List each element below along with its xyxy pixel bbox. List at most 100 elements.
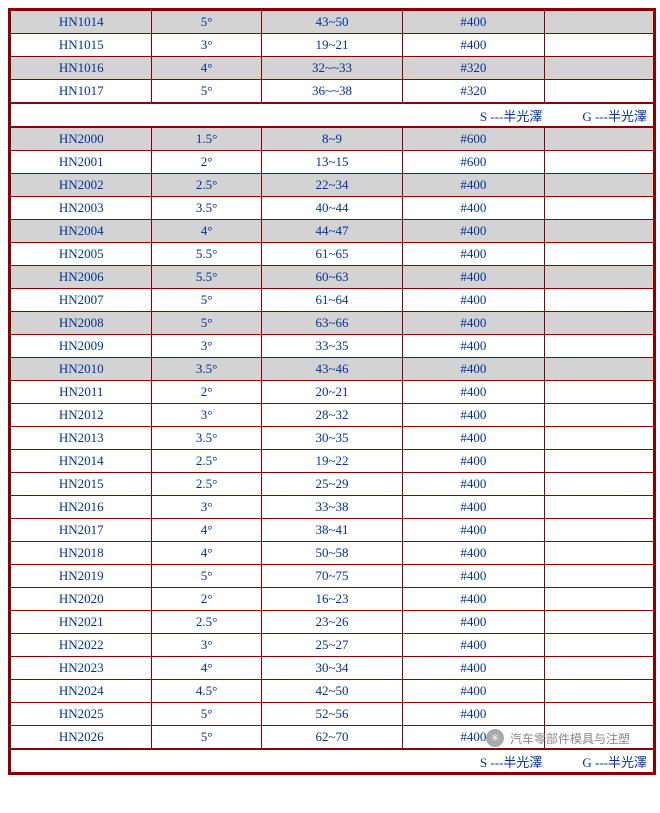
wechat-icon: ✳ bbox=[486, 729, 504, 747]
cell-col0: HN2007 bbox=[11, 289, 152, 312]
legend-g: G ---半光澤 bbox=[582, 752, 647, 771]
cell-col1: 2.5° bbox=[152, 450, 261, 473]
cell-col3: #320 bbox=[403, 80, 544, 104]
legend-row: S ---半光澤G ---半光澤 bbox=[11, 103, 654, 127]
cell-col0: HN2012 bbox=[11, 404, 152, 427]
cell-col0: HN1015 bbox=[11, 34, 152, 57]
cell-col4 bbox=[544, 588, 653, 611]
cell-col0: HN2024 bbox=[11, 680, 152, 703]
cell-col4 bbox=[544, 542, 653, 565]
cell-col2: 23~26 bbox=[261, 611, 402, 634]
cell-col4 bbox=[544, 358, 653, 381]
cell-col3: #400 bbox=[403, 473, 544, 496]
cell-col1: 2.5° bbox=[152, 174, 261, 197]
cell-col2: 8~9 bbox=[261, 127, 402, 151]
cell-col2: 16~23 bbox=[261, 588, 402, 611]
cell-col4 bbox=[544, 289, 653, 312]
cell-col1: 3.5° bbox=[152, 358, 261, 381]
cell-col3: #400 bbox=[403, 588, 544, 611]
cell-col0: HN2005 bbox=[11, 243, 152, 266]
cell-col4 bbox=[544, 657, 653, 680]
cell-col2: 19~21 bbox=[261, 34, 402, 57]
cell-col0: HN2025 bbox=[11, 703, 152, 726]
cell-col3: #400 bbox=[403, 34, 544, 57]
cell-col3: #400 bbox=[403, 197, 544, 220]
cell-col2: 25~27 bbox=[261, 634, 402, 657]
cell-col1: 3.5° bbox=[152, 197, 261, 220]
cell-col4 bbox=[544, 680, 653, 703]
cell-col0: HN2011 bbox=[11, 381, 152, 404]
cell-col1: 4° bbox=[152, 542, 261, 565]
cell-col2: 33~35 bbox=[261, 335, 402, 358]
cell-col4 bbox=[544, 703, 653, 726]
cell-col3: #400 bbox=[403, 335, 544, 358]
cell-col0: HN1017 bbox=[11, 80, 152, 104]
cell-col1: 2° bbox=[152, 381, 261, 404]
cell-col4 bbox=[544, 565, 653, 588]
cell-col4 bbox=[544, 11, 653, 34]
cell-col3: #400 bbox=[403, 634, 544, 657]
cell-col4 bbox=[544, 220, 653, 243]
cell-col4 bbox=[544, 404, 653, 427]
cell-col2: 13~15 bbox=[261, 151, 402, 174]
cell-col1: 2.5° bbox=[152, 611, 261, 634]
cell-col1: 3° bbox=[152, 634, 261, 657]
cell-col2: 28~32 bbox=[261, 404, 402, 427]
cell-col1: 5° bbox=[152, 565, 261, 588]
cell-col0: HN2013 bbox=[11, 427, 152, 450]
cell-col2: 20~21 bbox=[261, 381, 402, 404]
cell-col3: #400 bbox=[403, 519, 544, 542]
spec-table-wrapper: HN10145°43~50#400HN10153°19~21#400HN1016… bbox=[8, 8, 656, 775]
cell-col0: HN2023 bbox=[11, 657, 152, 680]
cell-col4 bbox=[544, 312, 653, 335]
cell-col3: #400 bbox=[403, 703, 544, 726]
cell-col1: 3° bbox=[152, 496, 261, 519]
cell-col1: 5° bbox=[152, 80, 261, 104]
cell-col0: HN2010 bbox=[11, 358, 152, 381]
cell-col1: 3° bbox=[152, 335, 261, 358]
cell-col1: 4° bbox=[152, 519, 261, 542]
cell-col1: 2° bbox=[152, 588, 261, 611]
cell-col2: 30~35 bbox=[261, 427, 402, 450]
cell-col1: 2.5° bbox=[152, 473, 261, 496]
cell-col3: #400 bbox=[403, 312, 544, 335]
cell-col0: HN1016 bbox=[11, 57, 152, 80]
cell-col2: 63~66 bbox=[261, 312, 402, 335]
cell-col3: #400 bbox=[403, 381, 544, 404]
cell-col1: 2° bbox=[152, 151, 261, 174]
cell-col2: 30~34 bbox=[261, 657, 402, 680]
cell-col1: 4° bbox=[152, 220, 261, 243]
cell-col1: 5° bbox=[152, 289, 261, 312]
cell-col1: 5° bbox=[152, 726, 261, 750]
cell-col1: 4.5° bbox=[152, 680, 261, 703]
cell-col3: #400 bbox=[403, 243, 544, 266]
cell-col2: 36~~38 bbox=[261, 80, 402, 104]
cell-col0: HN2020 bbox=[11, 588, 152, 611]
cell-col3: #320 bbox=[403, 57, 544, 80]
cell-col0: HN2003 bbox=[11, 197, 152, 220]
cell-col0: HN2001 bbox=[11, 151, 152, 174]
cell-col3: #400 bbox=[403, 358, 544, 381]
cell-col3: #400 bbox=[403, 427, 544, 450]
cell-col4 bbox=[544, 634, 653, 657]
cell-col0: HN2017 bbox=[11, 519, 152, 542]
cell-col4 bbox=[544, 381, 653, 404]
cell-col1: 3° bbox=[152, 34, 261, 57]
cell-col0: HN2026 bbox=[11, 726, 152, 750]
cell-col0: HN2016 bbox=[11, 496, 152, 519]
cell-col4 bbox=[544, 519, 653, 542]
cell-col2: 61~65 bbox=[261, 243, 402, 266]
cell-col0: HN2006 bbox=[11, 266, 152, 289]
legend-g: G ---半光澤 bbox=[582, 106, 647, 125]
cell-col4 bbox=[544, 174, 653, 197]
cell-col1: 5° bbox=[152, 703, 261, 726]
cell-col0: HN2022 bbox=[11, 634, 152, 657]
cell-col0: HN2014 bbox=[11, 450, 152, 473]
cell-col4 bbox=[544, 127, 653, 151]
cell-col3: #400 bbox=[403, 611, 544, 634]
cell-col2: 40~44 bbox=[261, 197, 402, 220]
cell-col4 bbox=[544, 427, 653, 450]
cell-col0: HN2019 bbox=[11, 565, 152, 588]
cell-col1: 4° bbox=[152, 657, 261, 680]
cell-col1: 5° bbox=[152, 312, 261, 335]
